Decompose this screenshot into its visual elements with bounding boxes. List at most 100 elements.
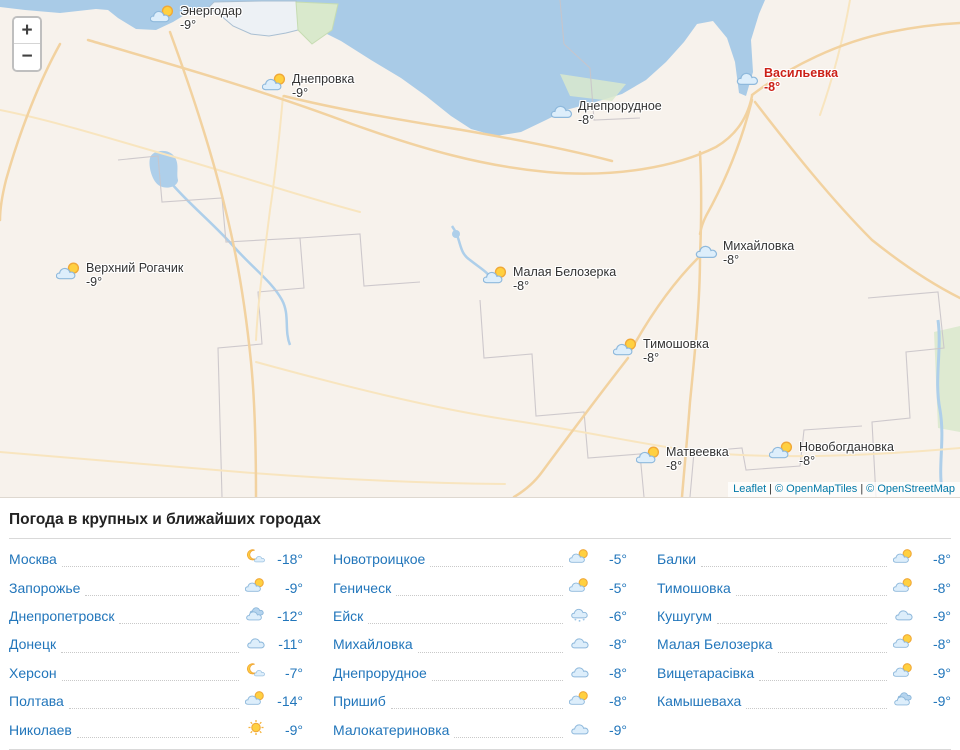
city-link[interactable]: Днепрорудное xyxy=(333,664,427,681)
sun-cloud-icon xyxy=(892,634,912,649)
marker-weather-icon xyxy=(548,99,575,125)
sun-cloud-icon xyxy=(768,441,793,459)
marker-city-name: Новобогдановка xyxy=(799,440,894,454)
city-link[interactable]: Донецк xyxy=(9,636,57,653)
marker-weather-icon xyxy=(734,66,761,92)
dotted-leader xyxy=(701,566,887,568)
cities-column: Балки -8° Тимошовка -8° Кушугум -9° Малая Бело… xyxy=(657,545,951,744)
marker-temperature: -9° xyxy=(292,86,309,100)
row-temperature: -11° xyxy=(278,636,303,653)
moon-cloud-icon xyxy=(246,549,265,563)
row-weather-icon xyxy=(892,662,915,684)
attribution-separator: | xyxy=(860,483,864,495)
city-link[interactable]: Запорожье xyxy=(9,579,81,596)
marker-city-name: Матвеевка xyxy=(666,445,729,459)
map-marker[interactable]: Энергодар -9° xyxy=(149,4,242,32)
row-weather-icon xyxy=(568,690,591,712)
map-marker[interactable]: Михайловка -8° xyxy=(693,239,794,267)
marker-weather-icon xyxy=(612,337,640,363)
map-marker[interactable]: Верхний Рогачик -9° xyxy=(55,261,183,289)
city-link[interactable]: Пришиб xyxy=(333,693,386,710)
sun-cloud-icon xyxy=(892,549,912,563)
row-temperature: -9° xyxy=(932,693,951,710)
row-temperature: -8° xyxy=(608,636,627,653)
sun-cloud-icon xyxy=(568,549,588,563)
map-marker[interactable]: Новобогдановка -8° xyxy=(768,440,894,468)
sun-cloud-icon xyxy=(149,5,174,23)
map-marker[interactable]: Васильевка -8° xyxy=(734,66,838,94)
city-link[interactable]: Тимошовка xyxy=(657,579,731,596)
row-weather-icon xyxy=(568,719,591,741)
city-link[interactable]: Малая Белозерка xyxy=(657,636,773,653)
attribution-separator: | xyxy=(769,483,773,495)
attribution-link[interactable]: © OpenStreetMap xyxy=(866,483,955,495)
row-temperature: -8° xyxy=(932,636,951,653)
city-weather-row: Ейск -6° xyxy=(333,602,627,630)
city-weather-row: Малокатериновка -9° xyxy=(333,715,627,743)
sun-cloud-icon xyxy=(244,691,264,705)
map-zoom-control: + − xyxy=(12,16,42,72)
city-weather-row: Днепропетровск -12° xyxy=(9,602,303,630)
city-link[interactable]: Херсон xyxy=(9,664,57,681)
cloud-icon xyxy=(550,105,573,118)
dotted-leader xyxy=(390,708,563,710)
water-body xyxy=(0,0,765,136)
city-link[interactable]: Камышеваха xyxy=(657,693,742,710)
cloud-icon xyxy=(570,667,589,678)
map-attribution: Leaflet | © OpenMapTiles | © OpenStreetMap xyxy=(728,482,960,497)
row-weather-icon xyxy=(892,690,915,712)
row-temperature: -14° xyxy=(277,693,303,710)
map-marker[interactable]: Тимошовка -8° xyxy=(612,337,709,365)
attribution-link[interactable]: © OpenMapTiles xyxy=(775,483,858,495)
dotted-leader xyxy=(68,708,239,710)
city-link[interactable]: Вищетарасівка xyxy=(657,664,755,681)
city-link[interactable]: Геническ xyxy=(333,579,392,596)
map-marker[interactable]: Матвеевка -8° xyxy=(635,445,729,473)
city-weather-row: Вищетарасівка -9° xyxy=(657,659,951,687)
sun-cloud-icon xyxy=(244,577,264,592)
row-weather-icon xyxy=(244,662,267,684)
sun-cloud-icon xyxy=(55,262,80,280)
city-weather-row: Камышеваха -9° xyxy=(657,687,951,715)
row-weather-icon xyxy=(568,577,591,599)
weather-map[interactable]: + − Leaflet | © OpenMapTiles | © OpenStreetM… xyxy=(0,0,960,498)
marker-temperature: -9° xyxy=(86,275,103,289)
city-link[interactable]: Балки xyxy=(657,551,697,568)
marker-temperature: -8° xyxy=(643,351,660,365)
row-weather-icon xyxy=(892,577,915,599)
city-link[interactable]: Малокатериновка xyxy=(333,721,450,738)
map-marker[interactable]: Днепровка -9° xyxy=(261,72,354,100)
city-weather-row: Малая Белозерка -8° xyxy=(657,630,951,658)
city-link[interactable]: Ейск xyxy=(333,607,364,624)
dotted-leader xyxy=(759,679,887,681)
city-link[interactable]: Днепропетровск xyxy=(9,607,115,624)
city-link[interactable]: Москва xyxy=(9,551,57,568)
city-link[interactable]: Михайловка xyxy=(333,636,413,653)
map-marker[interactable]: Днепрорудное -8° xyxy=(548,99,662,127)
zoom-out-button[interactable]: − xyxy=(14,44,40,70)
city-weather-row: Запорожье -9° xyxy=(9,573,303,601)
marker-city-name: Энергодар xyxy=(180,4,242,18)
city-link[interactable]: Новотроицкое xyxy=(333,551,426,568)
cities-column: Новотроицкое -5° Геническ -5° Ейск -6° Михайло… xyxy=(333,545,627,744)
cloud-icon xyxy=(736,72,759,85)
city-link[interactable]: Кушугум xyxy=(657,607,712,624)
sun-icon xyxy=(247,719,264,735)
map-marker[interactable]: Малая Белозерка -8° xyxy=(482,265,616,293)
row-weather-icon xyxy=(244,605,267,627)
marker-temperature: -8° xyxy=(799,454,816,468)
dotted-leader xyxy=(430,566,563,568)
zoom-in-button[interactable]: + xyxy=(14,18,40,44)
city-weather-row: Кушугум -9° xyxy=(657,602,951,630)
city-link[interactable]: Николаев xyxy=(9,721,72,738)
city-weather-row: Балки -8° xyxy=(657,545,951,573)
row-temperature: -12° xyxy=(277,607,303,624)
city-link[interactable]: Полтава xyxy=(9,693,64,710)
row-weather-icon xyxy=(244,690,267,712)
cities-section: Погода в крупных и ближайших городах Мос… xyxy=(0,498,960,750)
row-temperature: -7° xyxy=(284,664,303,681)
row-weather-icon xyxy=(244,633,267,655)
marker-weather-icon xyxy=(149,4,177,30)
marker-temperature: -8° xyxy=(666,459,683,473)
attribution-link[interactable]: Leaflet xyxy=(733,483,767,495)
